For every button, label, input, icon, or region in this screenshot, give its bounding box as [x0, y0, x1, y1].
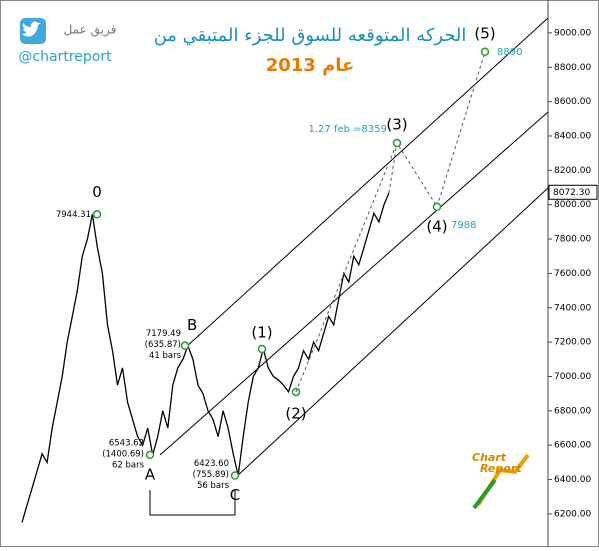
- logo-text: Chart: [472, 451, 507, 464]
- wave-marker: [257, 344, 267, 354]
- y-tick-label: 7000.00: [554, 372, 591, 382]
- wave-label: (1): [251, 323, 272, 341]
- projection-label: (5): [474, 24, 495, 42]
- wave-note: 6543.62: [109, 438, 144, 448]
- wave-note: 62 bars: [112, 460, 145, 470]
- y-tick-label: 8600.00: [554, 97, 591, 107]
- logo-arrow-green: [472, 478, 497, 510]
- projection-value: 7988: [451, 220, 476, 231]
- projection-value: 8890: [497, 47, 522, 58]
- wave-label: (2): [285, 404, 306, 422]
- wave-marker: [180, 341, 190, 350]
- y-tick-label: 8200.00: [554, 166, 591, 176]
- wave-marker: [432, 202, 442, 212]
- wave-label: 0: [92, 183, 102, 201]
- y-tick-label: 7400.00: [554, 303, 591, 313]
- channel-middle: [159, 111, 549, 456]
- wave-label: B: [187, 316, 197, 334]
- wave-marker: [392, 138, 402, 148]
- projection-label: (4): [426, 217, 447, 235]
- wave-note: 6423.60: [194, 459, 229, 469]
- handle: @chartreport: [18, 49, 112, 65]
- chart-subtitle: عام 2013: [266, 55, 355, 76]
- y-tick-label: 6800.00: [554, 406, 591, 416]
- logo-text: Report: [480, 462, 522, 475]
- y-tick-label: 7800.00: [554, 235, 591, 245]
- bracket: [149, 490, 236, 516]
- y-tick-label: 6600.00: [554, 441, 591, 451]
- wave-note: 7944.31: [56, 210, 91, 220]
- y-tick-label: 6400.00: [554, 475, 591, 485]
- channel-lower: [234, 187, 549, 479]
- projection-path: [295, 142, 398, 393]
- brand: فريق عمل: [64, 23, 117, 38]
- y-tick-label: 8400.00: [554, 131, 591, 141]
- y-tick-label: 7600.00: [554, 269, 591, 279]
- wave-note: 7179.49: [146, 329, 181, 339]
- wave-note: (755.89): [193, 470, 229, 480]
- projection-label: (3): [386, 116, 407, 134]
- y-tick-label: 7200.00: [554, 338, 591, 348]
- price-line: [21, 192, 390, 523]
- wave-label: C: [230, 486, 240, 504]
- chart-title: الحركه المتوقعه للسوق للجزء المتبقي من: [154, 25, 467, 46]
- wave-label: A: [145, 465, 156, 483]
- wave-note: 41 bars: [149, 351, 182, 361]
- wave-marker: [230, 471, 240, 480]
- wave-marker: [480, 47, 490, 57]
- y-tick-label: 8800.00: [554, 63, 591, 73]
- projection-value: 1.27 feb =8359: [309, 124, 387, 135]
- wave-marker: [145, 450, 155, 460]
- wave-note: (1400.69): [102, 449, 144, 459]
- projection-path: [388, 51, 486, 208]
- wave-note: 56 bars: [197, 481, 230, 491]
- wave-marker: [92, 210, 102, 219]
- y-tick-label: 6200.00: [554, 509, 591, 519]
- y-tick-label: 9000.00: [554, 28, 591, 38]
- channel-upper: [184, 17, 549, 349]
- last-price-label: 8072.30: [553, 188, 590, 198]
- wave-note: (635.87): [145, 340, 181, 350]
- y-tick-label: 8000.00: [554, 200, 591, 210]
- twitter-bird: [22, 21, 41, 37]
- last-price-box: [548, 184, 598, 200]
